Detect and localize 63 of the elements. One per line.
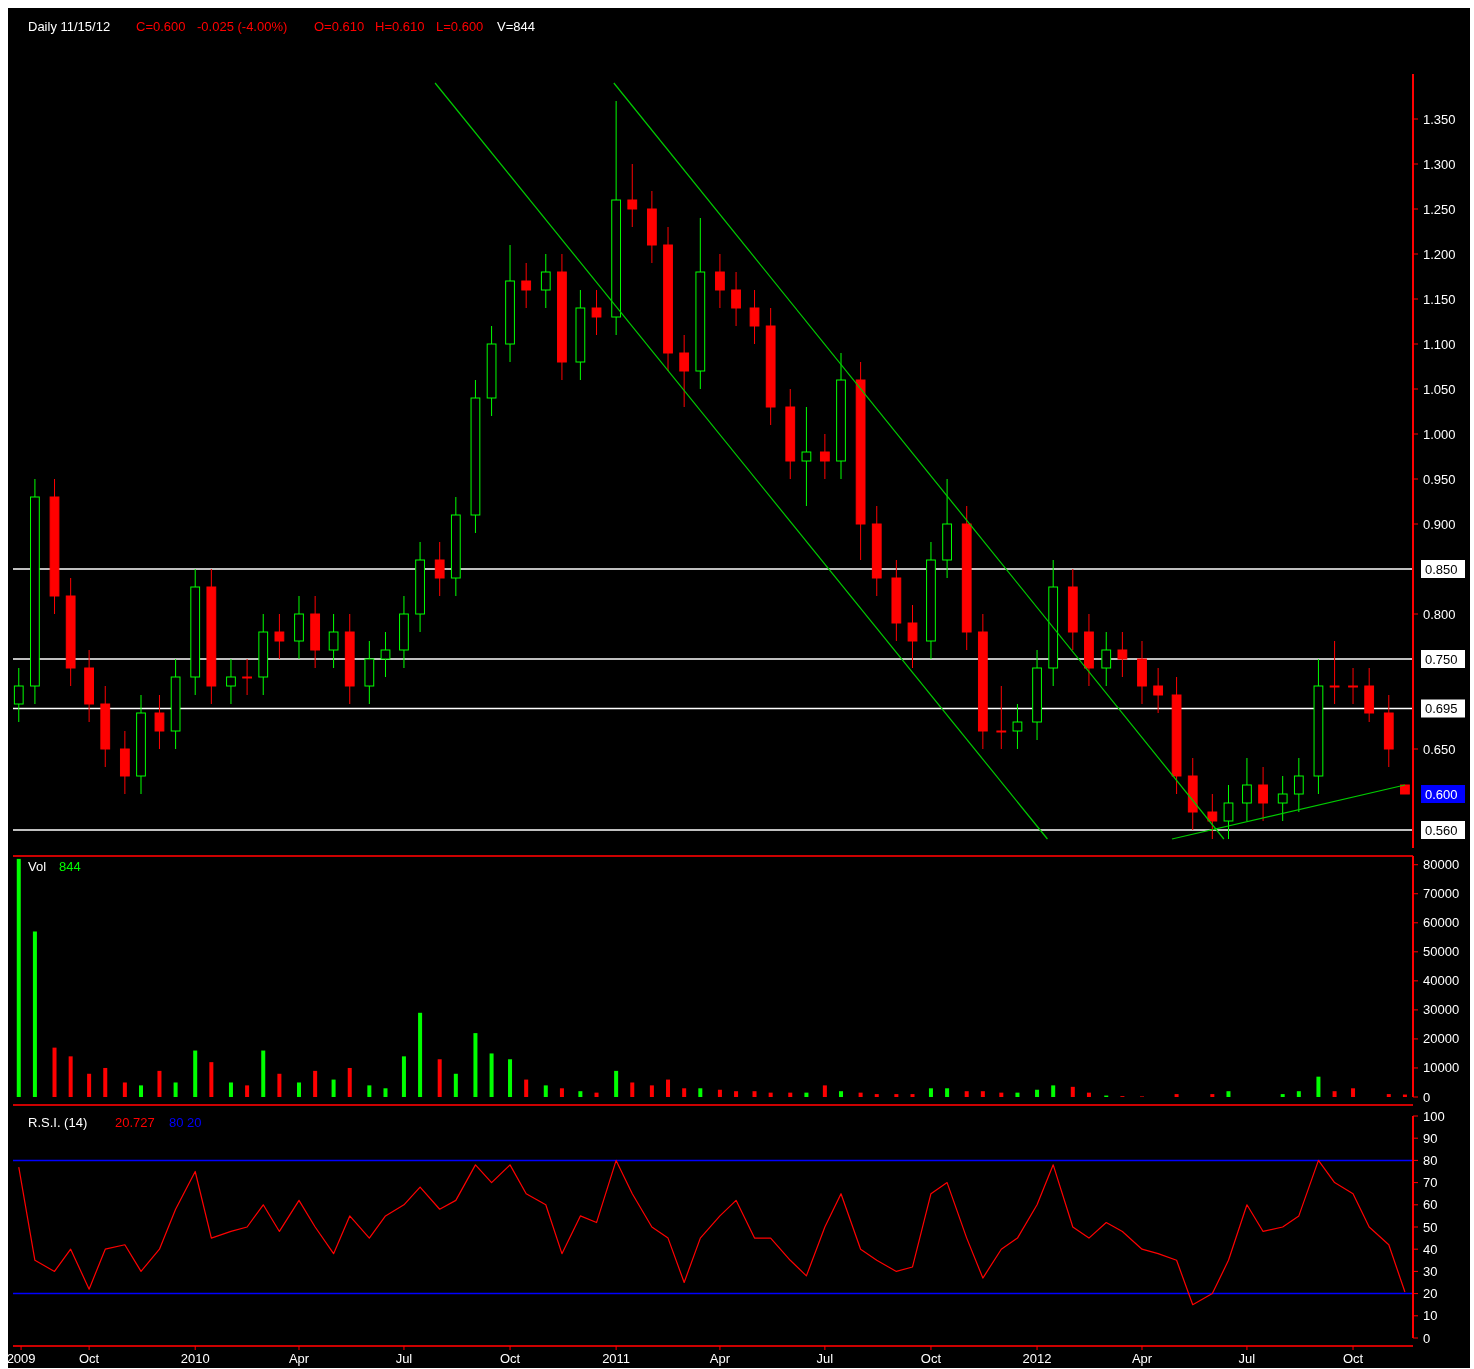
text: O=0.610 <box>314 18 365 34</box>
y-tick-label: 20000 <box>1423 1031 1460 1047</box>
y-tick-label: 100 <box>1423 1108 1445 1124</box>
annotation: 844 <box>59 858 81 874</box>
y-tick-label: 50000 <box>1423 944 1460 960</box>
x-tick-label: Apr <box>288 1350 310 1366</box>
x-tick-label: Oct <box>499 1350 521 1366</box>
text: -0.025 (-4.00%) <box>197 18 288 34</box>
y-tick-label: 0.650 <box>1423 741 1456 757</box>
x-tick-label: Jul <box>395 1350 413 1366</box>
y-tick-label: 70 <box>1423 1175 1438 1191</box>
annotation: 0.600 <box>1425 786 1458 802</box>
x-tick-label: Oct <box>78 1350 100 1366</box>
y-tick-label: 10000 <box>1423 1060 1460 1076</box>
x-tick-label: 2009 <box>6 1350 36 1366</box>
text: C=0.600 <box>136 18 186 34</box>
y-tick-label: 30000 <box>1423 1002 1460 1018</box>
y-tick-label: 60 <box>1423 1197 1438 1213</box>
y-tick-label: 30 <box>1423 1263 1438 1279</box>
x-tick-label: Apr <box>1131 1350 1153 1366</box>
y-tick-label: 1.250 <box>1423 201 1456 217</box>
y-tick-label: 1.000 <box>1423 426 1456 442</box>
ref-line-label: 0.560 <box>1425 822 1458 838</box>
y-tick-label: 70000 <box>1423 886 1460 902</box>
annotation: 20.727 <box>115 1114 155 1130</box>
x-tick-label: 2012 <box>1022 1350 1052 1366</box>
y-tick-label: 20 <box>1423 1286 1438 1302</box>
y-tick-label: 60000 <box>1423 915 1460 931</box>
chart-title: R.S.I. (14) <box>28 1114 88 1130</box>
y-tick-label: 1.100 <box>1423 336 1456 352</box>
y-tick-label: 0.800 <box>1423 606 1456 622</box>
text: H=0.610 <box>375 18 425 34</box>
y-tick-label: 0.950 <box>1423 471 1456 487</box>
y-tick-label: 1.350 <box>1423 111 1456 127</box>
y-tick-label: 80 <box>1423 1152 1438 1168</box>
y-tick-label: 80000 <box>1423 857 1460 873</box>
text: L=0.600 <box>436 18 484 34</box>
ref-line-label: 0.695 <box>1425 701 1458 716</box>
x-tick-label: 2010 <box>180 1350 210 1366</box>
y-tick-label: 40 <box>1423 1241 1438 1257</box>
y-tick-label: 0 <box>1423 1089 1431 1105</box>
x-tick-label: Jul <box>1238 1350 1256 1366</box>
chart-title: Vol <box>28 858 47 874</box>
y-tick-label: 1.200 <box>1423 246 1456 262</box>
y-tick-label: 0.900 <box>1423 516 1456 532</box>
y-tick-label: 0 <box>1423 1330 1431 1346</box>
chart-title: Daily 11/15/12 <box>28 18 111 34</box>
y-tick-label: 10 <box>1423 1308 1438 1324</box>
y-tick-label: 1.300 <box>1423 156 1456 172</box>
y-tick-label: 1.150 <box>1423 291 1456 307</box>
y-tick-label: 1.050 <box>1423 381 1456 397</box>
ref-line-label: 0.850 <box>1425 561 1458 577</box>
text: V=844 <box>497 18 535 34</box>
x-tick-label: 2011 <box>602 1350 631 1366</box>
x-tick-label: Jul <box>816 1350 834 1366</box>
x-tick-label: Oct <box>920 1350 942 1366</box>
y-tick-label: 50 <box>1423 1219 1438 1235</box>
y-tick-label: 90 <box>1423 1130 1438 1146</box>
annotation: 80 20 <box>169 1114 202 1130</box>
x-tick-label: Apr <box>709 1350 731 1366</box>
ref-line-label: 0.750 <box>1425 651 1458 667</box>
x-tick-label: Oct <box>1342 1350 1364 1366</box>
y-tick-label: 40000 <box>1423 973 1460 989</box>
